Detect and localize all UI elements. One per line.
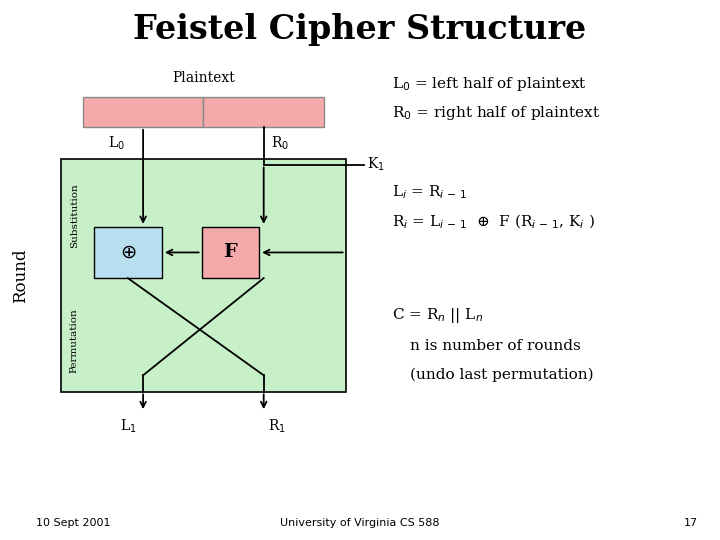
Bar (83, 97, 204, 127)
Text: Substitution: Substitution (70, 184, 78, 248)
Bar (61, 159, 346, 392)
Text: L$_0$: L$_0$ (108, 134, 125, 152)
Text: R$_0$ = right half of plaintext: R$_0$ = right half of plaintext (392, 104, 600, 123)
Text: R$_0$: R$_0$ (271, 134, 289, 152)
Text: Permutation: Permutation (70, 308, 78, 373)
Text: L$_i$ = R$_{i\,-\,1}$: L$_i$ = R$_{i\,-\,1}$ (392, 183, 467, 200)
Text: L$_1$: L$_1$ (120, 417, 137, 435)
Text: L$_0$ = left half of plaintext: L$_0$ = left half of plaintext (392, 75, 587, 93)
Text: $\oplus$: $\oplus$ (120, 243, 136, 262)
Text: 17: 17 (684, 518, 698, 528)
Text: 10 Sept 2001: 10 Sept 2001 (36, 518, 110, 528)
Text: Round: Round (12, 248, 29, 302)
Bar (204, 97, 324, 127)
Text: F: F (223, 244, 238, 261)
Bar (94, 227, 162, 278)
Text: University of Virginia CS 588: University of Virginia CS 588 (280, 518, 440, 528)
Text: Feistel Cipher Structure: Feistel Cipher Structure (133, 13, 587, 46)
Text: n is number of rounds: n is number of rounds (410, 339, 581, 353)
Text: R$_1$: R$_1$ (268, 417, 286, 435)
Text: K$_1$: K$_1$ (367, 156, 385, 173)
Text: C = R$_n$ || L$_n$: C = R$_n$ || L$_n$ (392, 306, 484, 326)
Text: (undo last permutation): (undo last permutation) (410, 368, 594, 382)
Bar (202, 227, 259, 278)
Text: R$_i$ = L$_{i\,-\,1}$  ⊕  F (R$_{i\,-\,1}$, K$_i$ ): R$_i$ = L$_{i\,-\,1}$ ⊕ F (R$_{i\,-\,1}$… (392, 212, 595, 231)
Text: Plaintext: Plaintext (172, 71, 235, 85)
